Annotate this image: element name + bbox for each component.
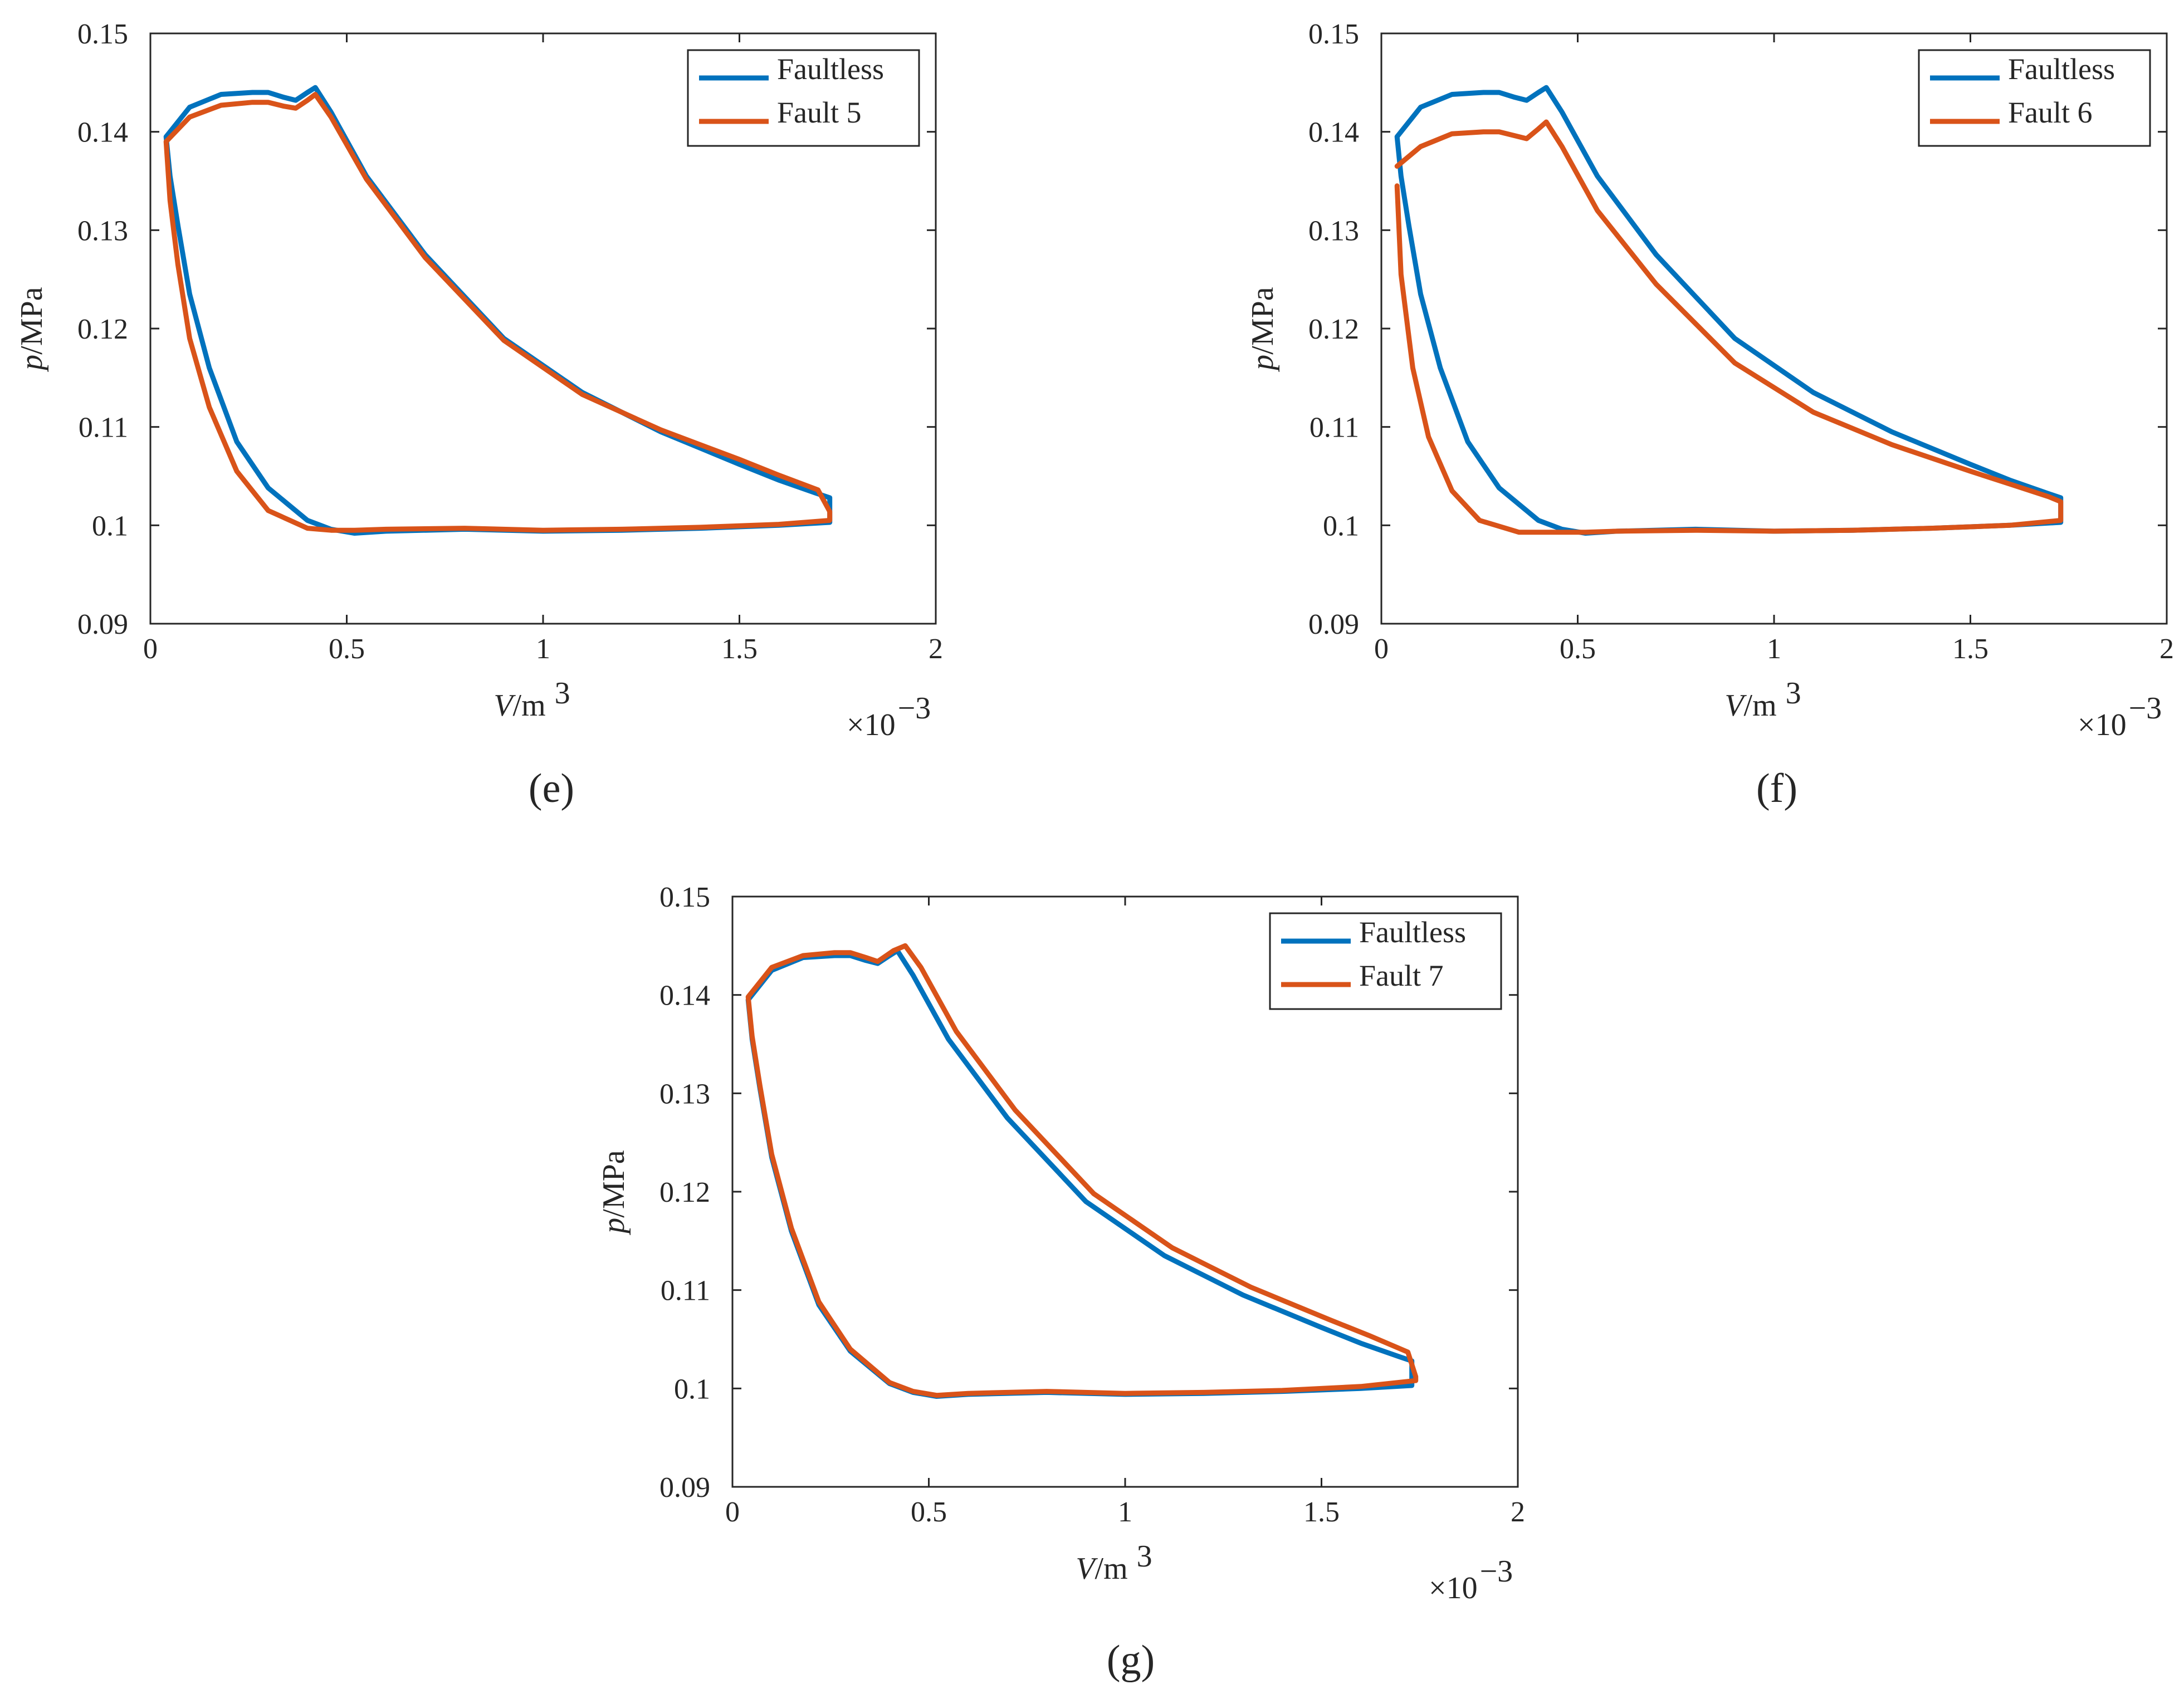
legend-box (1918, 49, 2151, 147)
series-line-fault-6 (1394, 119, 2064, 535)
chart-panel-f: 0 0.5 1 1.5 2 0.09 0.1 0.11 0.12 0.13 0.14 0.15 Faul… (1245, 18, 2174, 811)
y-tick-label: 0.1 (674, 1373, 710, 1405)
y-tick-label: 0.11 (661, 1275, 710, 1307)
y-tick-label: 0.13 (659, 1078, 710, 1110)
y-tick-label: 0.13 (1308, 215, 1359, 247)
x-tick-label: 1 (1767, 633, 1781, 665)
x-tick-label: 1 (536, 633, 550, 665)
x-tick-label: 0 (143, 633, 158, 665)
y-tick-label: 0.09 (659, 1472, 710, 1504)
y-tick-label: 0.15 (77, 18, 128, 50)
series-line-faultless (745, 948, 1415, 1399)
x-tick-label: 0.5 (911, 1496, 947, 1528)
y-tick-label: 0.12 (659, 1177, 710, 1208)
y-tick-label: 0.09 (1308, 609, 1359, 640)
y-tick-label: 0.11 (1310, 412, 1359, 444)
y-tick-label: 0.15 (659, 882, 710, 913)
x-tick-label: 2 (1511, 1496, 1525, 1528)
x-tick-label: 1 (1118, 1496, 1132, 1528)
y-axis-label: p/MPa (597, 1150, 631, 1235)
x-tick-label: 0.5 (329, 633, 365, 665)
x-axis-label: V/m 3 (1076, 1539, 1152, 1586)
x-axis-multiplier: ×10−3 (1429, 1554, 1513, 1605)
legend-label: Fault 5 (777, 96, 862, 129)
y-axis-label: p/MPa (1245, 287, 1280, 372)
y-tick-label: 0.12 (77, 314, 128, 345)
x-tick-label: 2 (929, 633, 943, 665)
x-tick-label: 0.5 (1560, 633, 1596, 665)
y-tick-label: 0.1 (92, 510, 128, 542)
y-tick-label: 0.09 (77, 609, 128, 640)
series-line-faultless (1394, 85, 2064, 536)
y-tick-label: 0.14 (1308, 117, 1359, 149)
x-axis-label: V/m 3 (494, 676, 570, 723)
y-tick-label: 0.14 (77, 117, 128, 149)
legend-box (1269, 912, 1502, 1010)
x-axis-label: V/m 3 (1724, 676, 1801, 723)
chart-panel-g: 0 0.5 1 1.5 2 0.09 0.1 0.11 0.12 0.13 0.14 0.15 Faul… (597, 882, 1525, 1683)
legend-label: Fault 7 (1359, 959, 1444, 992)
series-line-faultless (163, 85, 833, 536)
y-tick-label: 0.1 (1323, 510, 1359, 542)
x-tick-label: 1.5 (1303, 1496, 1340, 1528)
x-tick-label: 1.5 (721, 633, 758, 665)
x-tick-label: 2 (2159, 633, 2174, 665)
y-tick-label: 0.12 (1308, 314, 1359, 345)
legend-box (687, 49, 920, 147)
y-tick-label: 0.13 (77, 215, 128, 247)
x-tick-label: 0 (725, 1496, 740, 1528)
figure-caption: (g) (1107, 1637, 1155, 1683)
y-tick-label: 0.14 (659, 980, 710, 1012)
x-axis-multiplier: ×10−3 (2078, 691, 2162, 742)
legend-label: Faultless (1359, 915, 1466, 949)
legend-label: Fault 6 (2008, 96, 2093, 129)
figure-caption: (f) (1756, 766, 1797, 811)
y-tick-label: 0.11 (79, 412, 128, 444)
x-tick-label: 1.5 (1952, 633, 1988, 665)
legend-label: Faultless (777, 52, 884, 86)
series-line-fault-7 (745, 943, 1419, 1398)
y-tick-label: 0.15 (1308, 18, 1359, 50)
figure-caption: (e) (529, 766, 574, 811)
legend-label: Faultless (2008, 52, 2115, 86)
series-line-fault-5 (163, 92, 833, 533)
y-axis-label: p/MPa (14, 287, 49, 372)
chart-panel-e: 0 0.5 1 1.5 2 0.09 0.1 0.11 0.12 0.13 0.14 0.15 Faul… (14, 18, 943, 811)
x-tick-label: 0 (1374, 633, 1389, 665)
x-axis-multiplier: ×10−3 (847, 691, 931, 742)
